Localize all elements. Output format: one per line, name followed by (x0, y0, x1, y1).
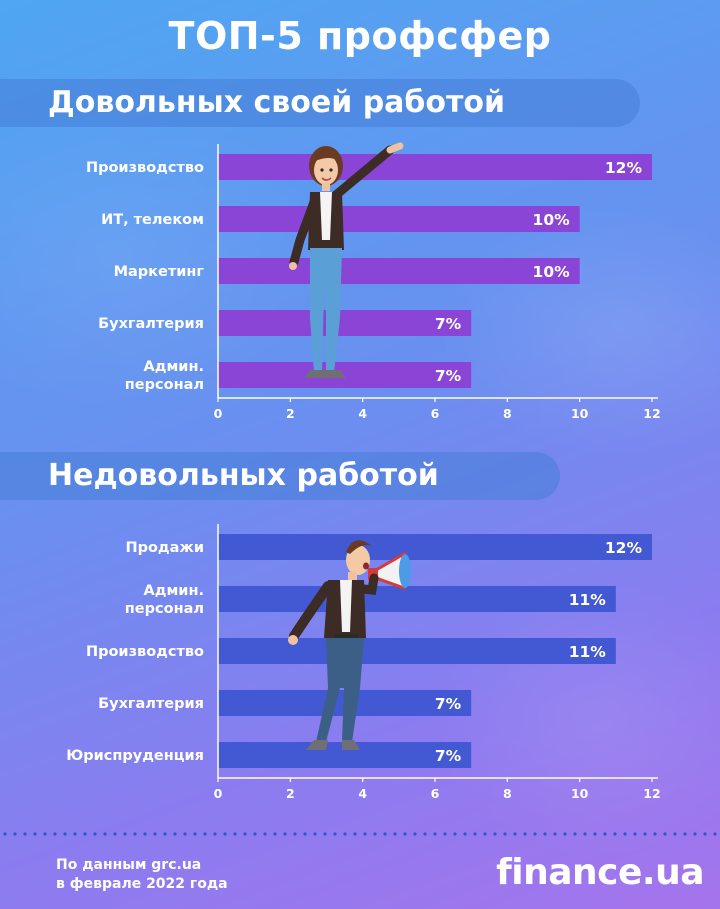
x-tick-label: 6 (431, 406, 440, 421)
data-label: 7% (435, 695, 462, 713)
brand-logo: finance.ua (496, 852, 704, 893)
x-tick-label: 6 (431, 786, 440, 801)
x-tick-label: 8 (503, 786, 512, 801)
x-tick-label: 12 (643, 786, 660, 801)
category-label: Производство (86, 160, 204, 176)
data-label: 10% (533, 211, 571, 229)
bar (218, 258, 580, 284)
bar (218, 586, 616, 612)
data-label: 12% (605, 159, 643, 177)
x-tick-label: 4 (358, 786, 367, 801)
bar (218, 534, 652, 560)
chart-dissatisfied: Продажи 12% Админ. персонал 11% Производство 1… (66, 524, 661, 801)
chart-satisfied: Производство 12% ИТ, телеком 10% Маркетинг 10… (86, 144, 661, 421)
x-tick-label: 2 (286, 406, 295, 421)
page-title: ТОП-5 профсфер (168, 14, 552, 58)
bar (218, 310, 472, 336)
source-line-2: в феврале 2022 года (56, 876, 228, 892)
category-label: персонал (125, 377, 204, 393)
category-label: Продажи (125, 540, 204, 556)
bar (218, 638, 616, 664)
data-label: 11% (569, 643, 607, 661)
category-label: Бухгалтерия (98, 316, 204, 332)
bar (218, 154, 652, 180)
section-title-dissatisfied: Недовольных работой (0, 452, 560, 500)
x-tick-label: 0 (214, 786, 223, 801)
category-label: Админ. (144, 583, 204, 599)
x-tick-label: 10 (571, 406, 589, 421)
bar (218, 690, 472, 716)
bar (218, 742, 472, 768)
source-line-1: По данным grc.ua (56, 857, 202, 873)
bar (218, 362, 472, 388)
data-label: 7% (435, 747, 462, 765)
category-label: Юриспруденция (66, 748, 204, 764)
category-label: ИТ, телеком (101, 212, 204, 228)
bar (218, 206, 580, 232)
x-tick-label: 0 (214, 406, 223, 421)
data-label: 10% (533, 263, 571, 281)
x-tick-label: 10 (571, 786, 589, 801)
x-tick-label: 4 (358, 406, 367, 421)
data-label: 11% (569, 591, 607, 609)
x-tick-label: 8 (503, 406, 512, 421)
source-note: По данным grc.ua в феврале 2022 года (56, 856, 228, 894)
category-label: Админ. (144, 359, 204, 375)
x-tick-label: 2 (286, 786, 295, 801)
section-title-satisfied: Довольных своей работой (0, 79, 640, 127)
category-label: персонал (125, 601, 204, 617)
dotted-divider (0, 832, 720, 836)
data-label: 12% (605, 539, 643, 557)
category-label: Маркетинг (114, 264, 205, 280)
data-label: 7% (435, 315, 462, 333)
category-label: Производство (86, 644, 204, 660)
x-tick-label: 12 (643, 406, 660, 421)
data-label: 7% (435, 367, 462, 385)
category-label: Бухгалтерия (98, 696, 204, 712)
